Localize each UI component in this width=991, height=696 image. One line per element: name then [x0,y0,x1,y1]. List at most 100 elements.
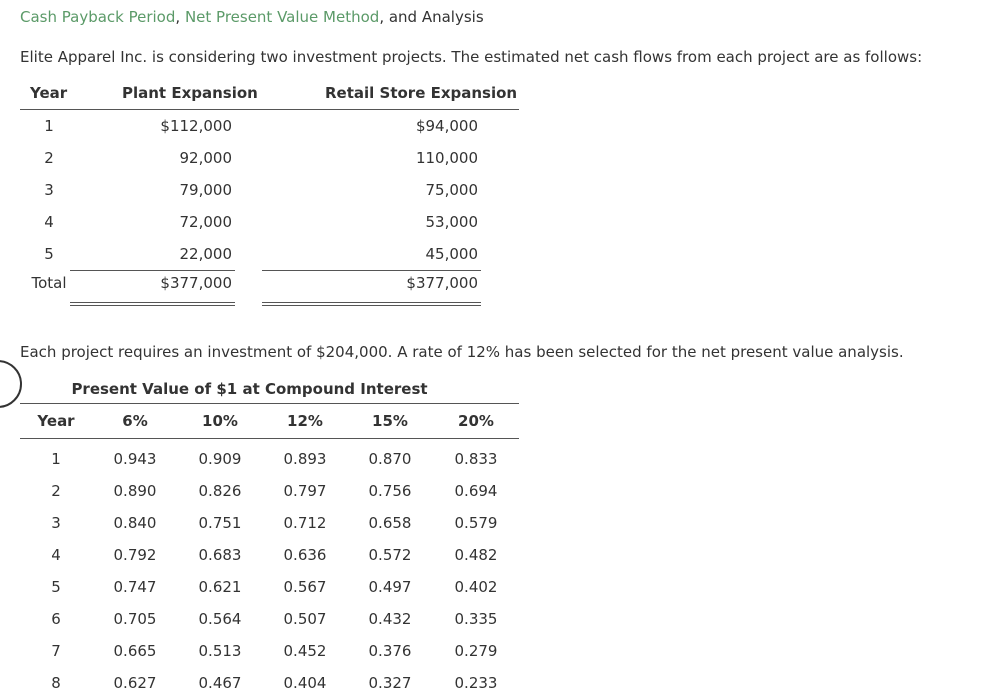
pv-cell-factor: 0.833 [454,450,498,468]
pv-cell-factor: 0.797 [283,482,327,500]
cell-year: 2 [44,149,54,167]
pv-cell-factor: 0.893 [283,450,327,468]
cell-retail: $94,000 [415,117,478,135]
investment-note: Each project requires an investment of $… [20,343,904,361]
pv-cell-factor: 0.890 [113,482,157,500]
pv-table-caption: Present Value of $1 at Compound Interest [20,376,519,404]
title-link-npv[interactable]: Net Present Value Method [184,8,380,26]
pv-header-12: 12% [287,412,323,430]
intro-text: Elite Apparel Inc. is considering two in… [20,48,923,66]
title-link-cash-payback[interactable]: Cash Payback Period [20,8,176,26]
cell-plant: 72,000 [179,213,233,231]
pv-cell-factor: 0.579 [454,514,498,532]
cell-retail: 110,000 [415,149,478,167]
pv-cell-year: 3 [51,514,61,532]
cash-flow-total-row: Total $377,000 $377,000 [20,274,519,306]
cell-plant: 22,000 [179,245,233,263]
pv-cell-factor: 0.665 [113,642,157,660]
total-retail: $377,000 [406,274,478,292]
total-plant: $377,000 [160,274,232,292]
pv-cell-year: 7 [51,642,61,660]
pv-row: 4 0.792 0.683 0.636 0.572 0.482 [20,535,519,567]
title-separator: , and [379,8,422,26]
cell-year: 5 [44,245,54,263]
pv-cell-factor: 0.376 [368,642,412,660]
pv-cell-factor: 0.870 [368,450,412,468]
cash-flow-row: 3 79,000 75,000 [20,174,519,206]
cell-plant: $112,000 [160,117,232,135]
title-separator: , [175,8,185,26]
pv-row: 1 0.943 0.909 0.893 0.870 0.833 [20,439,519,471]
pv-cell-factor: 0.747 [113,578,157,596]
pv-cell-factor: 0.567 [283,578,327,596]
pv-row: 8 0.627 0.467 0.404 0.327 0.233 [20,663,519,695]
pv-row: 6 0.705 0.564 0.507 0.432 0.335 [20,599,519,631]
cell-retail: 75,000 [425,181,479,199]
pv-cell-factor: 0.402 [454,578,498,596]
pv-cell-factor: 0.943 [113,450,157,468]
pv-cell-factor: 0.694 [454,482,498,500]
total-label: Total [31,274,67,292]
cash-flow-row: 4 72,000 53,000 [20,206,519,238]
cell-year: 1 [44,117,54,135]
pv-cell-factor: 0.705 [113,610,157,628]
pv-cell-factor: 0.507 [283,610,327,628]
pv-cell-factor: 0.432 [368,610,412,628]
pv-cell-factor: 0.792 [113,546,157,564]
pv-header-10: 10% [202,412,238,430]
header-year: Year [30,84,68,102]
pv-cell-factor: 0.621 [198,578,242,596]
pv-cell-factor: 0.826 [198,482,242,500]
pv-cell-factor: 0.467 [198,674,242,692]
pv-cell-factor: 0.404 [283,674,327,692]
pv-cell-year: 2 [51,482,61,500]
pv-header-20: 20% [458,412,494,430]
pv-cell-factor: 0.658 [368,514,412,532]
pv-cell-factor: 0.335 [454,610,498,628]
pv-cell-factor: 0.840 [113,514,157,532]
cash-flow-row: 2 92,000 110,000 [20,142,519,174]
pv-cell-year: 1 [51,450,61,468]
cash-flow-header: Year Plant Expansion Retail Store Expans… [20,80,519,110]
header-retail-store-expansion: Retail Store Expansion [325,84,518,102]
pv-cell-factor: 0.683 [198,546,242,564]
pv-cell-factor: 0.751 [198,514,242,532]
pv-cell-factor: 0.452 [283,642,327,660]
title-analysis: Analysis [421,8,484,26]
total-double-rule-plant [70,302,235,306]
pv-cell-factor: 0.909 [198,450,242,468]
pv-table-header: Year 6% 10% 12% 15% 20% [20,404,519,439]
pv-cell-factor: 0.513 [198,642,242,660]
pv-cell-factor: 0.756 [368,482,412,500]
pv-header-year: Year [37,412,75,430]
pv-header-6: 6% [122,412,148,430]
cell-year: 3 [44,181,54,199]
pv-row: 5 0.747 0.621 0.567 0.497 0.402 [20,567,519,599]
cell-plant: 79,000 [179,181,233,199]
circle-shape [0,360,22,408]
subtotal-rule-plant [70,270,235,271]
page-title: Cash Payback Period, Net Present Value M… [20,8,484,26]
pv-cell-factor: 0.564 [198,610,242,628]
pv-cell-year: 8 [51,674,61,692]
pv-cell-year: 4 [51,546,61,564]
pv-cell-factor: 0.712 [283,514,327,532]
pv-cell-factor: 0.279 [454,642,498,660]
cash-flow-table: Year Plant Expansion Retail Store Expans… [20,80,519,306]
pv-cell-factor: 0.482 [454,546,498,564]
subtotal-rule-retail [262,270,481,271]
cash-flow-row: 5 22,000 45,000 [20,238,519,270]
pv-cell-factor: 0.497 [368,578,412,596]
pv-cell-year: 5 [51,578,61,596]
pv-cell-factor: 0.572 [368,546,412,564]
cash-flow-row: 1 $112,000 $94,000 [20,110,519,142]
cell-plant: 92,000 [179,149,233,167]
pv-row: 2 0.890 0.826 0.797 0.756 0.694 [20,471,519,503]
pv-row: 3 0.840 0.751 0.712 0.658 0.579 [20,503,519,535]
cell-year: 4 [44,213,54,231]
cell-retail: 45,000 [425,245,479,263]
pv-row: 7 0.665 0.513 0.452 0.376 0.279 [20,631,519,663]
pv-cell-year: 6 [51,610,61,628]
pv-header-15: 15% [372,412,408,430]
pv-cell-factor: 0.233 [454,674,498,692]
